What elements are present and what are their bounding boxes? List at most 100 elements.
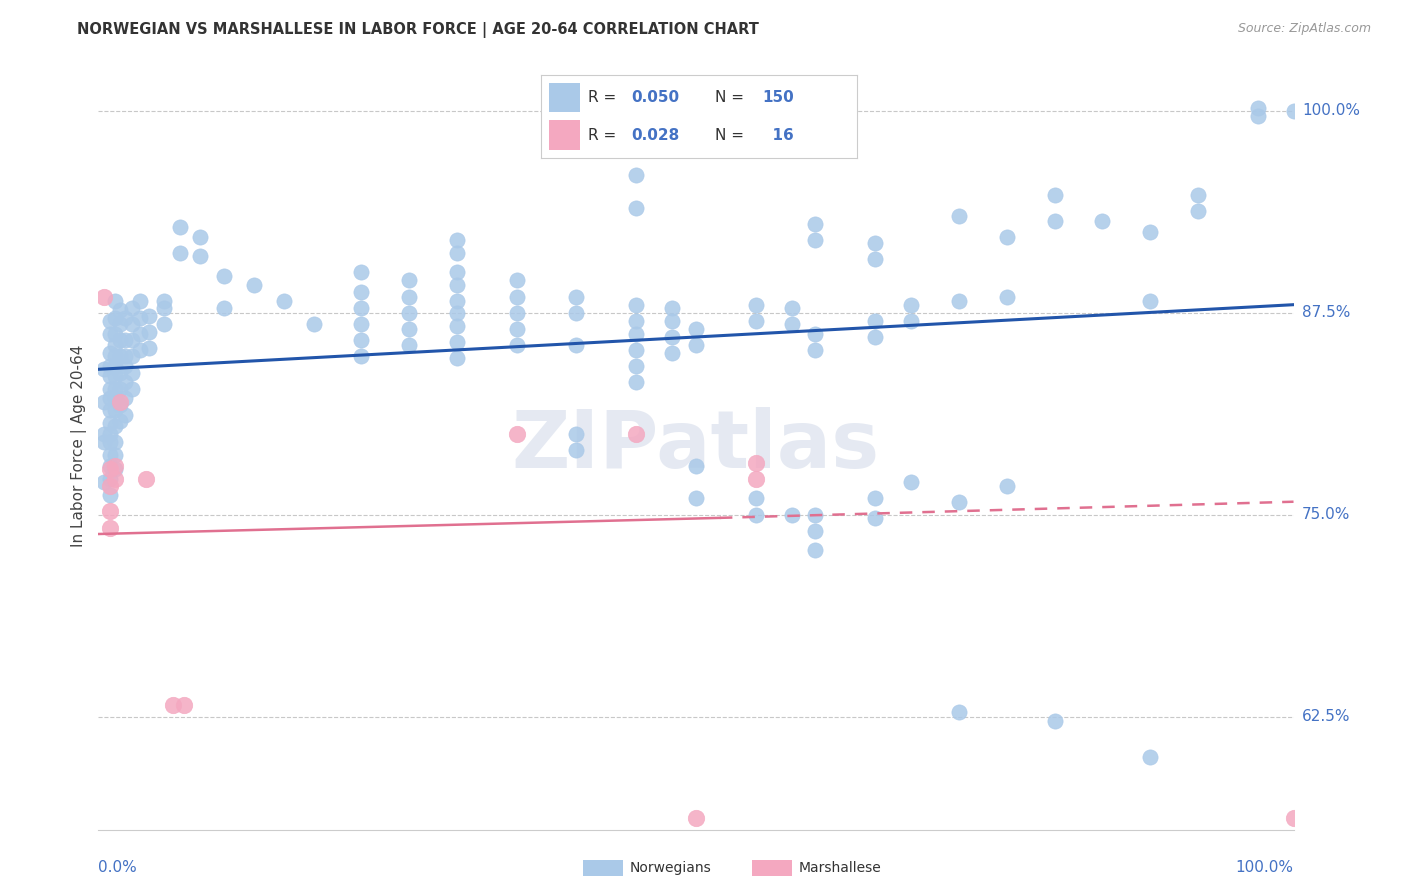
- Point: [350, 265, 373, 279]
- Point: [114, 310, 136, 325]
- Point: [865, 236, 887, 251]
- Point: [104, 350, 127, 364]
- Point: [169, 220, 191, 235]
- Point: [98, 434, 122, 449]
- Point: [108, 394, 131, 409]
- Point: [138, 325, 160, 339]
- Point: [121, 382, 143, 396]
- Point: [865, 314, 887, 328]
- Point: [626, 169, 648, 183]
- Point: [98, 359, 122, 373]
- Point: [626, 326, 648, 341]
- Point: [153, 317, 176, 331]
- Point: [98, 314, 122, 328]
- Point: [98, 448, 122, 462]
- Point: [565, 443, 588, 458]
- Point: [98, 368, 122, 383]
- Point: [104, 448, 127, 462]
- Point: [398, 273, 420, 287]
- Point: [350, 333, 373, 347]
- Point: [865, 330, 887, 344]
- Point: [1043, 213, 1066, 227]
- Point: [1282, 811, 1305, 825]
- Point: [1187, 187, 1209, 202]
- Point: [626, 298, 648, 312]
- Point: [98, 504, 122, 518]
- Point: [1043, 714, 1066, 729]
- Point: [121, 333, 143, 347]
- Point: [1187, 204, 1209, 219]
- Point: [626, 343, 648, 357]
- Point: [446, 265, 468, 279]
- Point: [565, 306, 588, 320]
- Point: [506, 338, 529, 352]
- Point: [114, 350, 136, 364]
- Point: [1043, 187, 1066, 202]
- Point: [188, 230, 211, 244]
- Point: [98, 416, 122, 430]
- Point: [121, 301, 143, 315]
- Point: [626, 426, 648, 441]
- Point: [865, 491, 887, 506]
- Point: [745, 508, 768, 522]
- Point: [446, 351, 468, 365]
- Point: [108, 414, 131, 428]
- Point: [865, 511, 887, 525]
- Point: [114, 375, 136, 389]
- Point: [948, 494, 970, 508]
- Point: [104, 402, 127, 417]
- Point: [804, 326, 827, 341]
- Point: [745, 472, 768, 486]
- Point: [104, 392, 127, 406]
- Text: Source: ZipAtlas.com: Source: ZipAtlas.com: [1237, 22, 1371, 36]
- Point: [114, 408, 136, 422]
- Point: [446, 294, 468, 309]
- Text: NORWEGIAN VS MARSHALLESE IN LABOR FORCE | AGE 20-64 CORRELATION CHART: NORWEGIAN VS MARSHALLESE IN LABOR FORCE …: [77, 22, 759, 38]
- Point: [1139, 750, 1161, 764]
- Point: [188, 249, 211, 263]
- Point: [104, 294, 127, 309]
- Point: [506, 273, 529, 287]
- Point: [398, 338, 420, 352]
- Point: [900, 475, 922, 490]
- Point: [446, 318, 468, 333]
- Point: [108, 382, 131, 396]
- Point: [745, 456, 768, 470]
- Text: ZIPatlas: ZIPatlas: [512, 407, 880, 485]
- Point: [804, 508, 827, 522]
- Point: [626, 375, 648, 389]
- Point: [273, 294, 295, 309]
- Point: [1139, 294, 1161, 309]
- Point: [153, 294, 176, 309]
- Point: [506, 322, 529, 336]
- Point: [446, 278, 468, 293]
- Text: 0.0%: 0.0%: [98, 860, 138, 875]
- Point: [129, 294, 152, 309]
- Text: Norwegians: Norwegians: [630, 861, 711, 875]
- Point: [129, 310, 152, 325]
- Point: [804, 543, 827, 558]
- Point: [98, 392, 122, 406]
- Point: [302, 317, 325, 331]
- Point: [506, 290, 529, 304]
- Point: [212, 301, 235, 315]
- Point: [995, 290, 1018, 304]
- Point: [780, 317, 803, 331]
- Point: [104, 338, 127, 352]
- Point: [98, 382, 122, 396]
- Point: [661, 314, 683, 328]
- Point: [350, 317, 373, 331]
- Point: [108, 398, 131, 412]
- Point: [93, 394, 115, 409]
- Point: [104, 472, 127, 486]
- Point: [98, 326, 122, 341]
- Point: [169, 246, 191, 260]
- Point: [446, 306, 468, 320]
- Point: [685, 491, 707, 506]
- Point: [745, 314, 768, 328]
- Point: [1139, 225, 1161, 239]
- Point: [93, 434, 115, 449]
- Point: [350, 301, 373, 315]
- Point: [114, 333, 136, 347]
- Point: [212, 268, 235, 283]
